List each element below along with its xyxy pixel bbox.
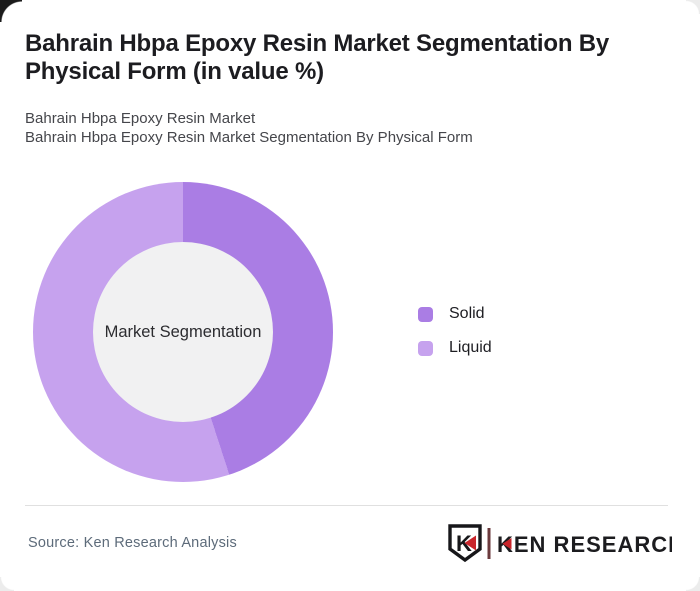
- card-corner-top-left: [0, 0, 22, 22]
- chart-subtitle: Bahrain Hbpa Epoxy Resin Market Bahrain …: [25, 109, 473, 147]
- chart-legend: Solid Liquid: [418, 305, 492, 357]
- page-title: Bahrain Hbpa Epoxy Resin Market Segmenta…: [25, 30, 609, 86]
- card-corner-bottom-left: [0, 577, 14, 591]
- chart-subtitle-line2: Bahrain Hbpa Epoxy Resin Market Segmenta…: [25, 129, 473, 146]
- footer-divider: [25, 505, 668, 506]
- shield-mark-icon: K: [448, 524, 482, 563]
- source-text: Source: Ken Research Analysis: [28, 535, 237, 551]
- card-corner-bottom-right: [686, 577, 700, 591]
- page-title-line1: Bahrain Hbpa Epoxy Resin Market Segmenta…: [25, 30, 610, 57]
- legend-label-solid: Solid: [449, 305, 485, 322]
- shield-red-triangle-icon: [464, 535, 476, 551]
- legend-swatch-liquid: [418, 340, 433, 356]
- donut-center-label: Market Segmentation: [93, 242, 273, 422]
- chart-subtitle-line1: Bahrain Hbpa Epoxy Resin Market: [25, 110, 256, 127]
- legend-swatch-solid: [418, 306, 433, 322]
- logo-separator-bar: [487, 528, 491, 559]
- logo-brand-text: KEN RESEARCH: [497, 532, 672, 557]
- card-corner-top-right: [686, 0, 700, 14]
- legend-label-liquid: Liquid: [449, 339, 492, 356]
- legend-item-liquid[interactable]: Liquid: [418, 339, 492, 357]
- ken-research-logo: K KEN RESEARCH: [448, 524, 672, 563]
- legend-item-solid[interactable]: Solid: [418, 305, 492, 323]
- page-title-line2: Physical Form (in value %): [25, 58, 324, 85]
- donut-chart: Market Segmentation: [33, 182, 333, 482]
- shield-mark-letter: K: [456, 531, 472, 556]
- brand-k-red-triangle-icon: [502, 538, 512, 550]
